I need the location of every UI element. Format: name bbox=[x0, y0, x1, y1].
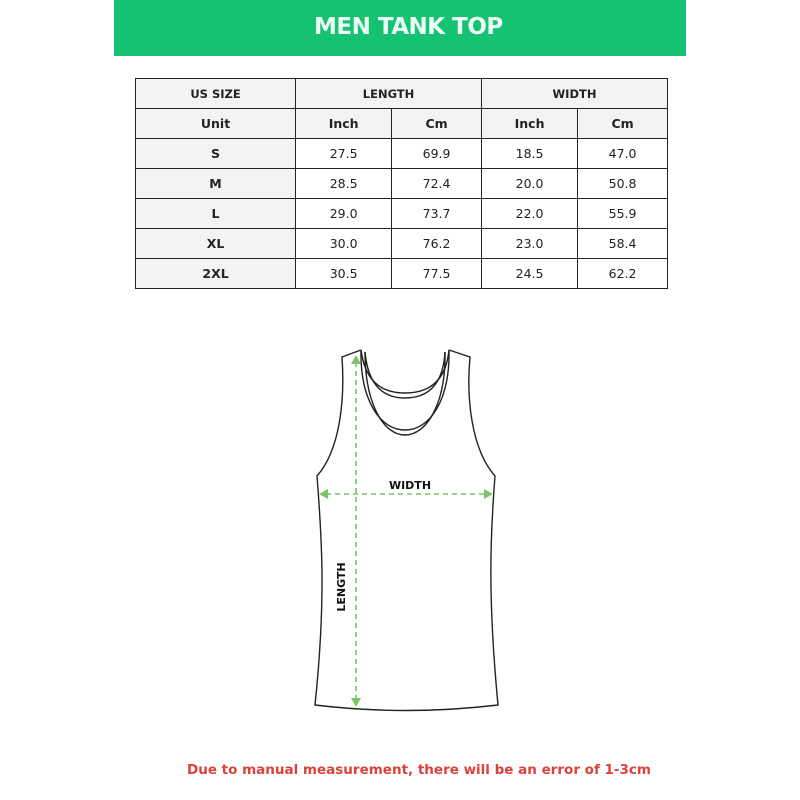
table-row: L 29.0 73.7 22.0 55.9 bbox=[134, 198, 668, 229]
header-length: LENGTH bbox=[295, 78, 482, 109]
value-cell: 30.5 bbox=[295, 258, 393, 289]
value-cell: 18.5 bbox=[480, 138, 579, 169]
unit-cell: Inch bbox=[295, 108, 393, 139]
unit-label: Unit bbox=[134, 108, 297, 139]
measure-lines bbox=[326, 362, 486, 700]
arrowhead-icon bbox=[351, 698, 361, 707]
value-cell: 29.0 bbox=[295, 198, 393, 229]
header-banner bbox=[114, 0, 686, 56]
arrowhead-icon bbox=[351, 355, 361, 364]
size-chart-table: US SIZE LENGTH WIDTH Unit Inch Cm Inch C… bbox=[134, 78, 668, 289]
length-label: LENGTH bbox=[335, 562, 348, 611]
arrowhead-icon bbox=[484, 489, 493, 499]
table-row: 2XL 30.5 77.5 24.5 62.2 bbox=[134, 258, 668, 289]
value-cell: 73.7 bbox=[391, 198, 482, 229]
value-cell: 50.8 bbox=[577, 168, 668, 199]
table-row: XL 30.0 76.2 23.0 58.4 bbox=[134, 228, 668, 259]
measurement-note: Due to manual measurement, there will be… bbox=[187, 762, 651, 778]
unit-cell: Cm bbox=[577, 108, 668, 139]
header-width: WIDTH bbox=[481, 78, 668, 109]
unit-cell: Cm bbox=[391, 108, 482, 139]
size-cell: S bbox=[134, 138, 297, 169]
width-label: WIDTH bbox=[389, 479, 431, 492]
value-cell: 77.5 bbox=[391, 258, 482, 289]
table-unit-row: Unit Inch Cm Inch Cm bbox=[134, 108, 668, 139]
unit-cell: Inch bbox=[480, 108, 579, 139]
tank-top-outline bbox=[314, 349, 499, 712]
value-cell: 23.0 bbox=[480, 228, 579, 259]
table-row: S 27.5 69.9 18.5 47.0 bbox=[134, 138, 668, 169]
value-cell: 24.5 bbox=[480, 258, 579, 289]
page-title: MEN TANK TOP bbox=[314, 14, 503, 40]
value-cell: 62.2 bbox=[577, 258, 668, 289]
header-us-size: US SIZE bbox=[134, 78, 297, 109]
value-cell: 69.9 bbox=[391, 138, 482, 169]
arrowhead-icon bbox=[319, 489, 328, 499]
arrowheads bbox=[319, 355, 493, 707]
table-header-row: US SIZE LENGTH WIDTH bbox=[134, 78, 668, 109]
value-cell: 72.4 bbox=[391, 168, 482, 199]
size-cell: L bbox=[134, 198, 297, 229]
size-cell: 2XL bbox=[134, 258, 297, 289]
